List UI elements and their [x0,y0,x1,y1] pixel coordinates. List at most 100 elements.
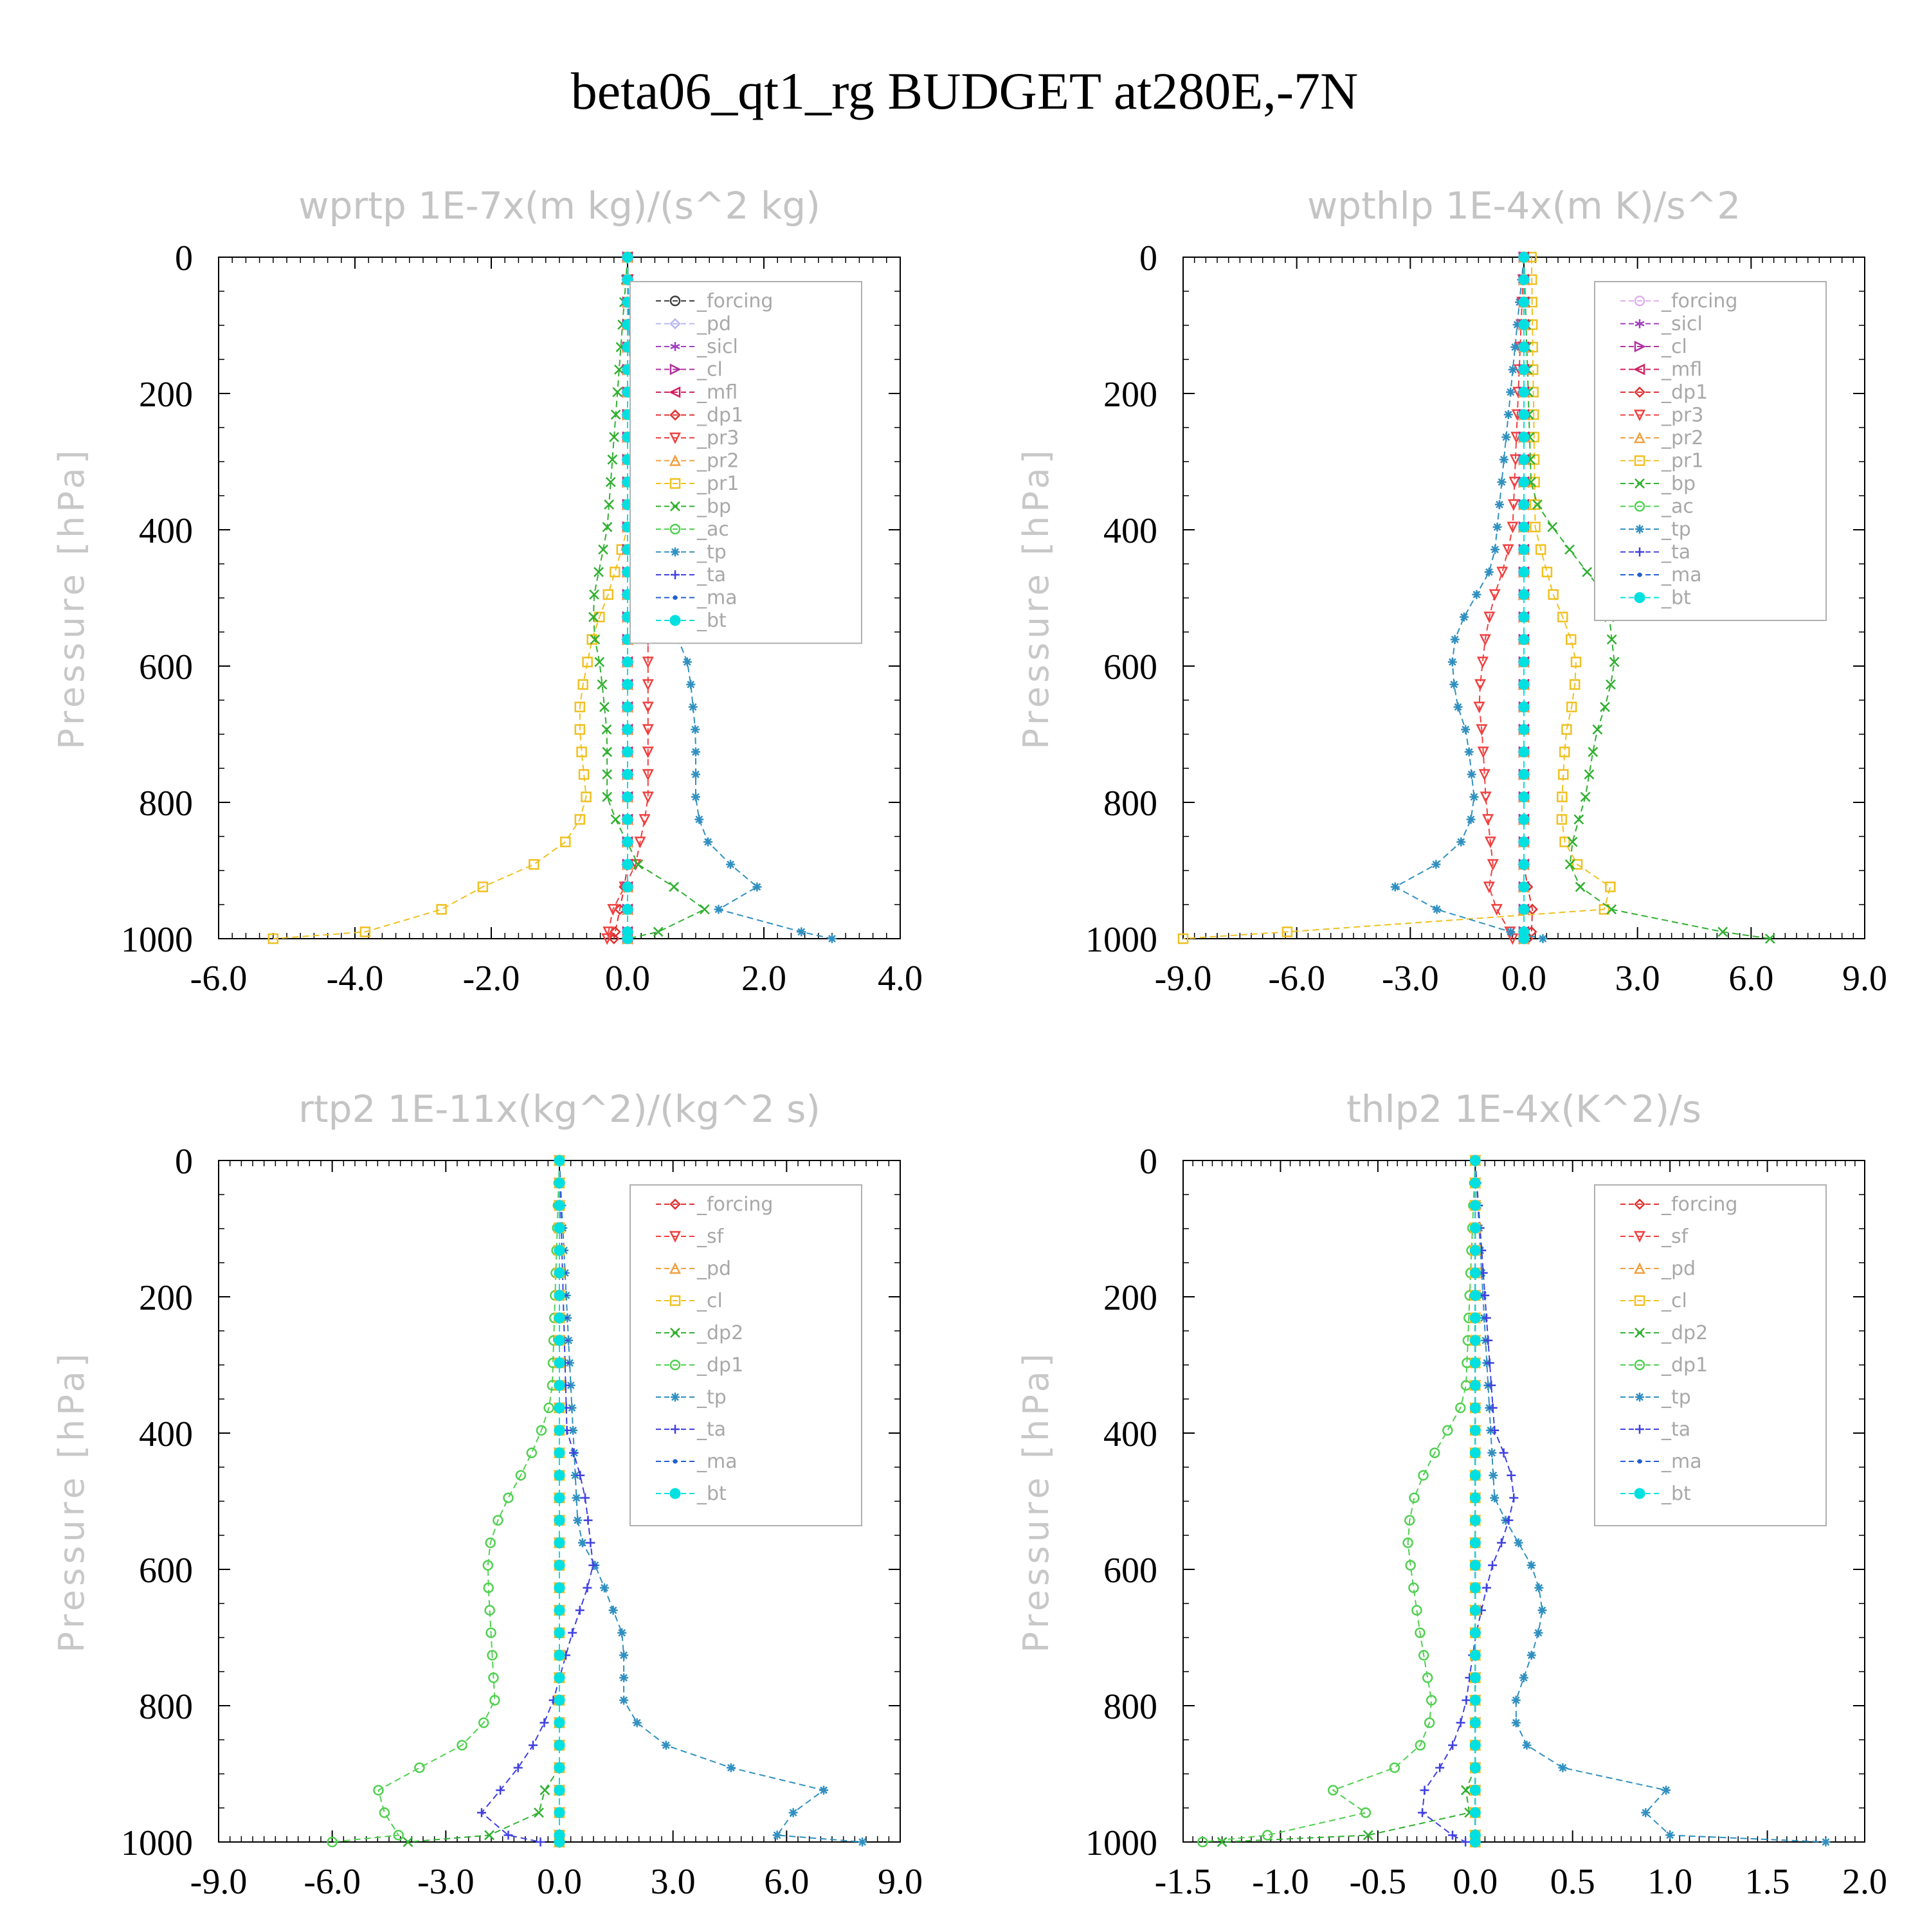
legend-marker [1635,1393,1644,1402]
legend-marker [670,342,680,351]
legend-marker [1633,1231,1646,1243]
series-point [1487,1448,1497,1458]
series-point [1418,1650,1429,1661]
series-point [1507,521,1519,534]
series-point [554,1784,565,1796]
legend-entry: _pd [1620,1258,1696,1280]
y-tick-label: 600 [1103,647,1157,687]
series-point [554,1290,565,1301]
series-point [1432,905,1442,914]
legend-marker [669,523,681,535]
x-tick-label: 1.0 [1647,1862,1692,1902]
series-point [598,544,608,555]
legend-entry: _dp1 [656,404,743,427]
series-point [607,904,619,916]
y-tick-label: 0 [175,239,193,278]
series-point [1449,680,1459,689]
series-point [1469,1492,1481,1504]
legend-label: _forcing [1661,290,1737,312]
series-point [1479,634,1491,646]
series-line [332,1160,560,1843]
series-point [484,1830,494,1841]
legend-label: _ma [696,587,738,609]
series-pr1 [1177,251,1616,944]
legend-label: _cl [1661,1290,1687,1312]
series-point [554,1672,565,1684]
series-point [565,1358,574,1368]
legend-label: _cl [696,359,723,381]
series-line [1478,257,1525,939]
series-point [1477,746,1489,759]
series-point [554,1447,565,1459]
series-point [1518,386,1530,398]
legend-marker [1635,1328,1645,1338]
y-tick-label: 200 [1103,1278,1157,1318]
series-point [686,680,696,689]
legend-marker [1634,1295,1645,1306]
series-point [1422,1672,1433,1683]
series-point [1456,1718,1465,1728]
series-point [1469,1650,1481,1661]
series-point [1570,679,1580,690]
series-point [1469,1470,1481,1481]
legend-label: _bt [696,1483,727,1505]
y-tick-label: 1000 [1085,1823,1157,1863]
series-point [1461,725,1471,734]
series-point [726,860,736,869]
series-point [609,431,619,442]
series-point [515,1470,527,1481]
series-point [436,904,447,915]
y-tick-label: 1000 [121,1823,193,1863]
legend-marker [673,595,678,600]
series-point [600,1583,610,1593]
series-point [529,859,539,870]
x-tick-label: -9.0 [190,1862,248,1902]
series-line [273,257,628,939]
series-point [1558,769,1569,780]
series-point [554,1470,565,1481]
series-point [1606,679,1616,690]
series-point [1469,1402,1481,1414]
legend-marker [1637,572,1642,577]
series-point [485,1537,496,1548]
legend-marker [1634,501,1645,512]
series-point [1489,589,1501,601]
legend-marker [669,295,681,307]
series-point [554,1560,565,1571]
series-point [1518,791,1530,803]
series-point [554,1200,565,1211]
x-tick-label: 0.0 [537,1862,582,1902]
series-point [1424,1717,1435,1728]
series-point [1519,1673,1528,1683]
legend-label: _sicl [696,336,738,358]
legend-marker [670,1328,680,1338]
series-point [586,634,597,645]
series-point [1409,1492,1420,1503]
x-tick-label: -6.0 [303,1862,361,1902]
series-point [599,701,610,712]
series-point [1408,1582,1419,1593]
series-point [691,770,700,779]
series-line [1202,1160,1476,1843]
series-point [1404,1515,1415,1526]
series-point [682,657,692,667]
legend-entry: _ta [656,1418,726,1441]
legend-label: _ac [1661,496,1694,518]
legend-entry: _sicl [1620,313,1703,336]
series-point [858,1837,867,1846]
series-point [619,1673,629,1683]
legend-marker [669,1262,682,1274]
series-point [1469,1222,1481,1234]
series-point [602,791,613,802]
series-point [1281,926,1293,937]
series-point [1558,1763,1568,1773]
series-point [1571,859,1583,870]
series-point [1469,1605,1481,1616]
series-point [1511,1695,1521,1705]
series-point [1459,612,1469,622]
series-point [1487,859,1499,871]
series-point [1518,933,1530,944]
legend-entry: _tp [656,541,727,564]
panel-1: -6.0 -4.0 -2.0 0.0 2.0 4.0 0 200 400 600 800 1000 wp… [51,184,923,998]
x-tick-label: 9.0 [1842,959,1887,998]
